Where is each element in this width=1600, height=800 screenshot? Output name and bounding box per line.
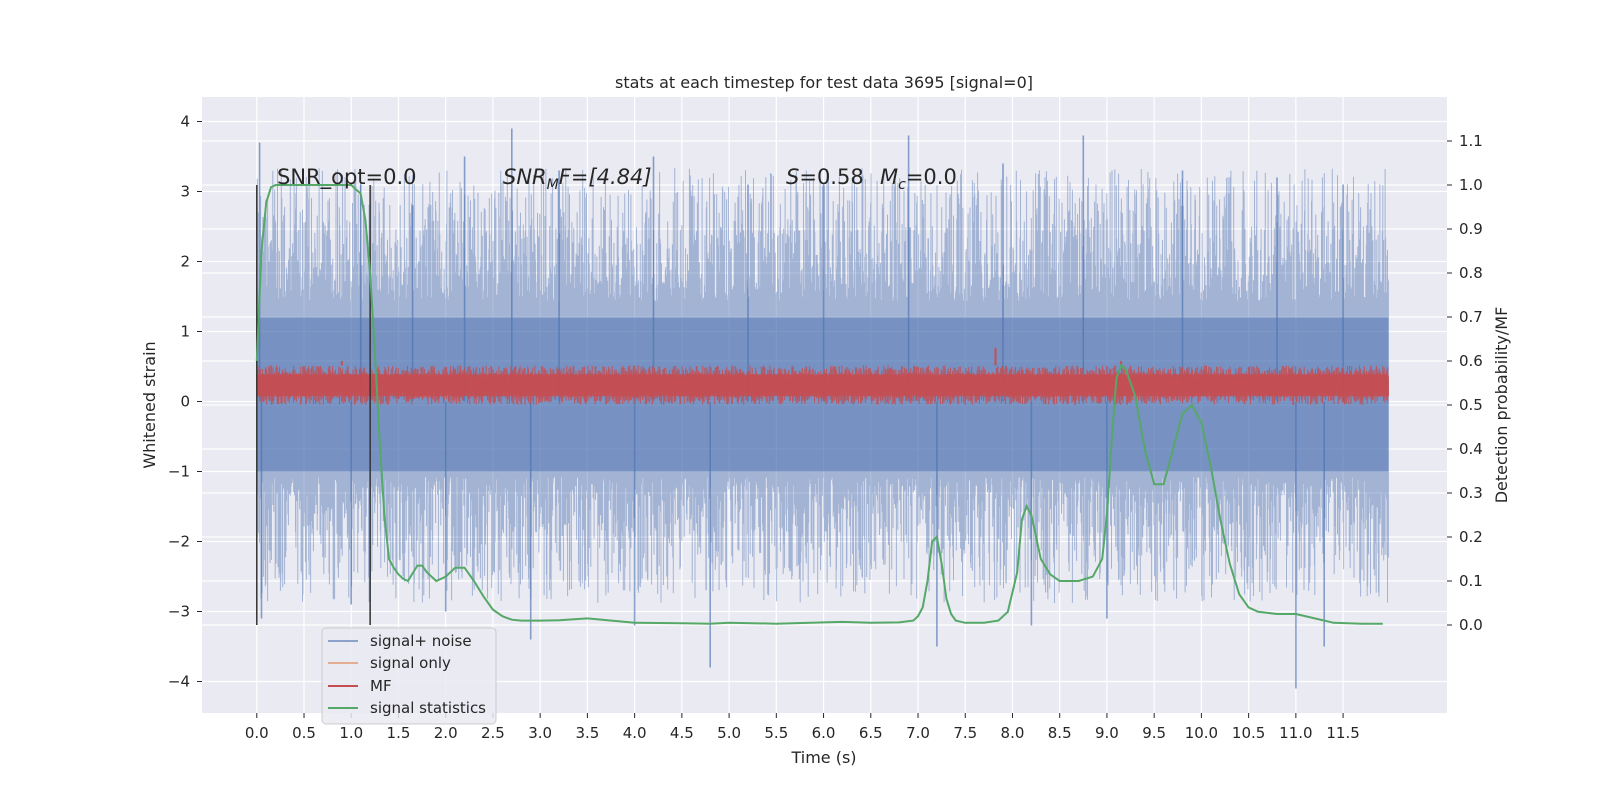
legend: signal+ noise signal only MF signal stat…: [321, 627, 497, 725]
y-left-tick-label: 1: [180, 323, 190, 341]
x-tick-label: 11.5: [1326, 724, 1359, 742]
chart-title: stats at each timestep for test data 369…: [615, 73, 1033, 92]
x-tick-label: 1.0: [339, 724, 363, 742]
x-tick-label: 6.5: [859, 724, 883, 742]
y-right-tick-label: 0.2: [1459, 528, 1483, 546]
legend-frame: [321, 627, 497, 725]
x-tick-label: 10.0: [1185, 724, 1218, 742]
x-tick-label: 9.0: [1095, 724, 1119, 742]
y-left-tick-label: −2: [168, 533, 190, 551]
series-signal-statistics: [255, 184, 1383, 625]
x-tick-label: 7.0: [906, 724, 930, 742]
y-left-tick-label: −3: [168, 603, 190, 621]
x-tick-label: 9.5: [1142, 724, 1166, 742]
y-right-tick-label: 0.5: [1459, 396, 1483, 414]
y-left-tick-label: −1: [168, 463, 190, 481]
x-tick-label: 7.5: [953, 724, 977, 742]
y-right-tick-label: 0.9: [1459, 220, 1483, 238]
legend-label-signal-only: signal only: [370, 654, 451, 672]
legend-label-signal-noise: signal+ noise: [370, 632, 472, 650]
y-right-tick-label: 1.0: [1459, 176, 1483, 194]
y-left-tick-label: 4: [180, 113, 190, 131]
annotation-snr-mf-suffix: F=[4.84]: [559, 165, 652, 189]
x-tick-label: 3.0: [528, 724, 552, 742]
legend-label-signal-statistics: signal statistics: [370, 699, 486, 717]
y-left-tick-label: −4: [168, 673, 190, 691]
annotation-mc-sub: c: [898, 177, 906, 193]
y-axis-left-label: Whitened strain: [140, 341, 159, 468]
annotation-s-label: S: [786, 165, 799, 189]
y-axis-right-label: Detection probability/MF: [1492, 307, 1511, 504]
y-left-tick-label: 0: [180, 393, 190, 411]
marker-lines: [256, 185, 371, 625]
annotation-mc-value: =0.0: [906, 165, 957, 189]
y-right-tick-label: 0.8: [1459, 264, 1483, 282]
mf-core: [256, 374, 1389, 397]
x-tick-label: 3.5: [575, 724, 599, 742]
y-right-tick-label: 0.0: [1459, 616, 1483, 634]
x-tick-label: 4.5: [670, 724, 694, 742]
x-tick-label: 8.0: [1001, 724, 1025, 742]
annotation-s: S=0.58: [786, 165, 864, 189]
x-tick-label: 11.0: [1279, 724, 1312, 742]
x-tick-label: 8.5: [1048, 724, 1072, 742]
y-axis-left-ticks: −4 −3 −2 −1 0 1 2 3 4: [168, 113, 202, 691]
y-left-tick-label: 3: [180, 183, 190, 201]
annotation-snr-mf: SNRMF=[4.84]: [503, 165, 652, 193]
x-tick-label: 0.0: [245, 724, 269, 742]
y-right-tick-label: 0.7: [1459, 308, 1483, 326]
annotation-snr-opt: SNR_opt=0.0: [277, 165, 417, 190]
x-tick-label: 2.5: [481, 724, 505, 742]
annotation-s-value: =0.58: [799, 165, 863, 189]
x-tick-label: 4.0: [623, 724, 647, 742]
x-tick-label: 2.0: [434, 724, 458, 742]
annotation-mc: Mc=0.0: [880, 165, 957, 193]
y-left-tick-label: 2: [180, 253, 190, 271]
x-axis-label: Time (s): [790, 748, 856, 767]
annotation-snr-mf-prefix: SNR: [503, 165, 547, 189]
y-right-tick-label: 0.3: [1459, 484, 1483, 502]
y-right-tick-label: 0.1: [1459, 572, 1483, 590]
x-axis-ticks: 0.0 0.5 1.0 1.5 2.0 2.5 3.0 3.5 4.0 4.5 5.0 5.5 6.0 6…: [245, 713, 1360, 742]
legend-label-mf: MF: [370, 677, 392, 695]
series-mf: [256, 347, 1389, 405]
x-tick-label: 0.5: [292, 724, 316, 742]
x-tick-label: 10.5: [1232, 724, 1265, 742]
y-right-tick-label: 0.4: [1459, 440, 1483, 458]
x-tick-label: 6.0: [812, 724, 836, 742]
annotation-mc-label: M: [880, 165, 898, 189]
annotation-snr-mf-sub: M: [547, 177, 559, 193]
y-right-tick-label: 0.6: [1459, 352, 1483, 370]
x-tick-label: 1.5: [387, 724, 411, 742]
x-tick-label: 5.5: [764, 724, 788, 742]
x-tick-label: 5.0: [717, 724, 741, 742]
y-right-tick-label: 1.1: [1459, 132, 1483, 150]
y-axis-right-ticks: 0.0 0.1 0.2 0.3 0.4 0.5 0.6 0.7 0.8 0.9 1.0 1.1: [1447, 132, 1483, 634]
